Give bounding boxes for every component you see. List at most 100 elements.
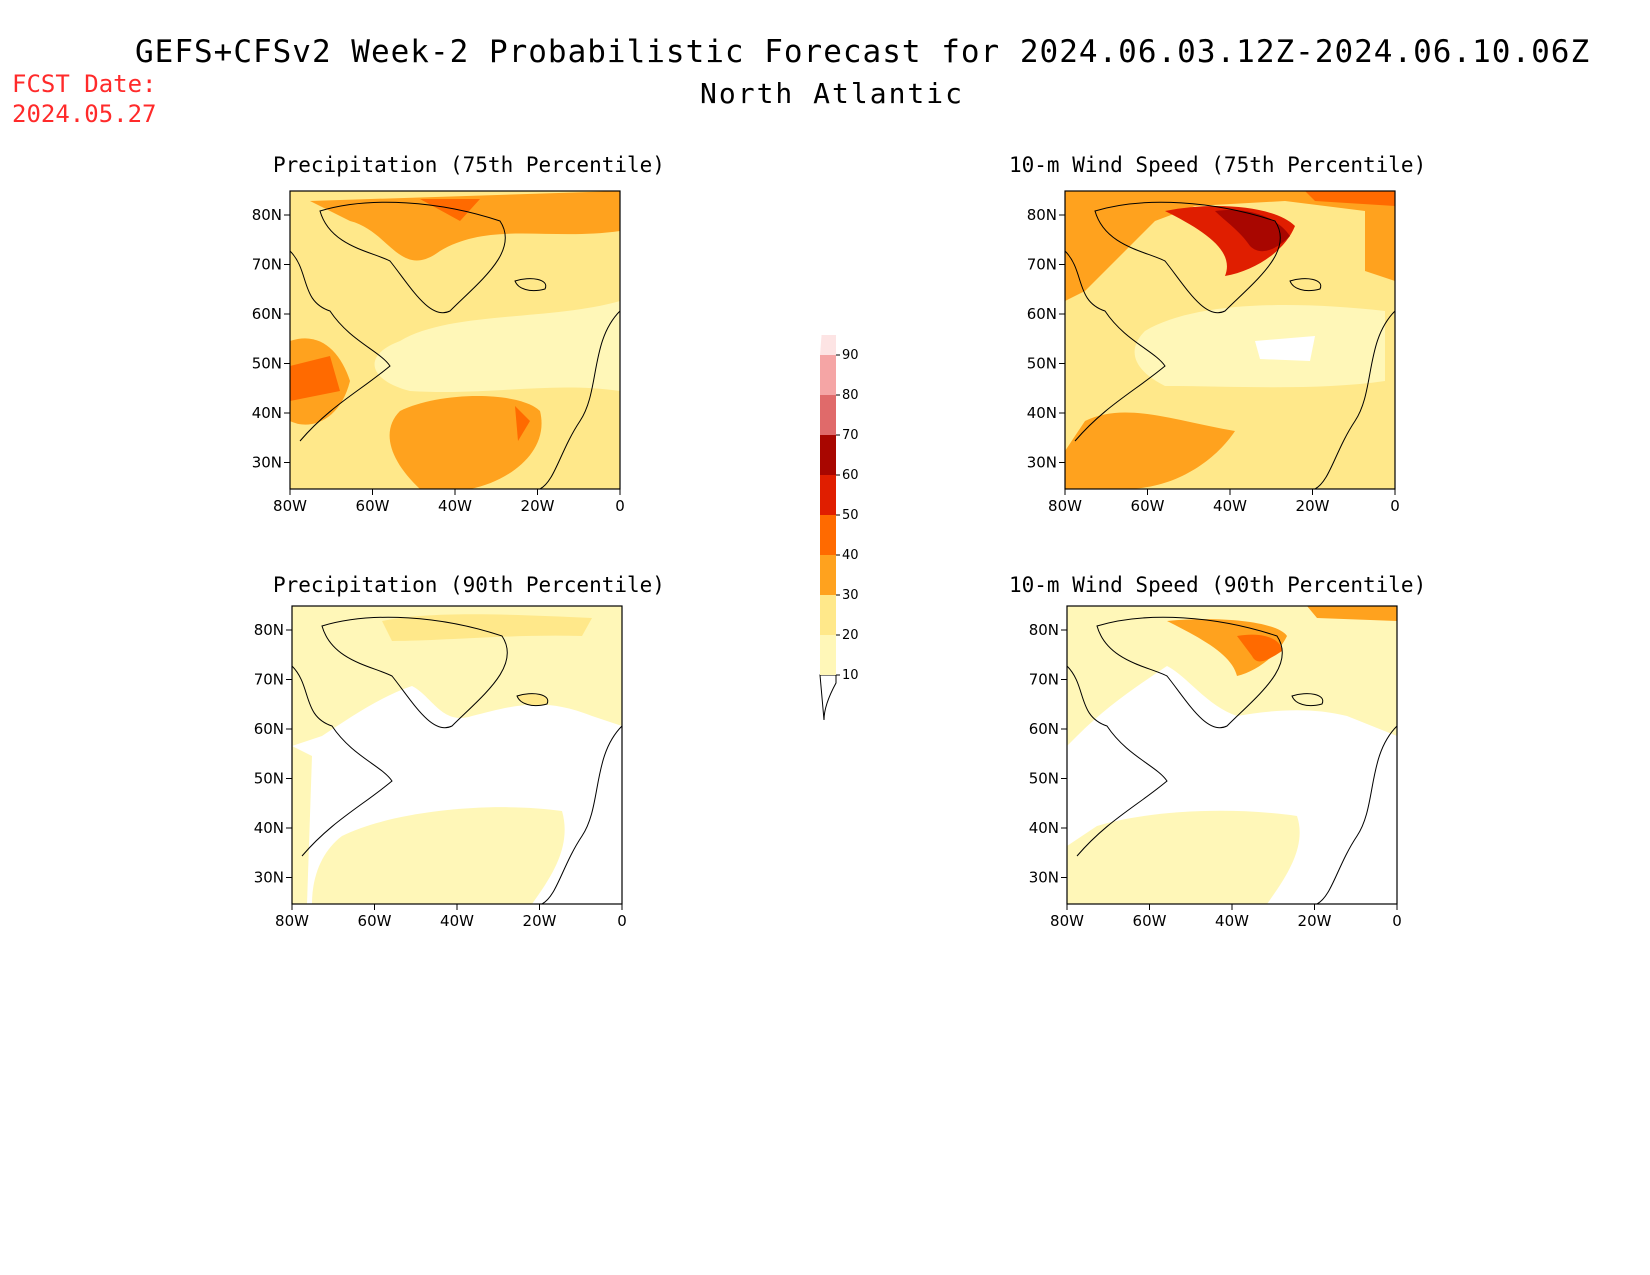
lon-tick-label: 0	[1392, 912, 1402, 930]
lat-tick-label: 60N	[252, 305, 282, 323]
lat-tick-label: 60N	[254, 720, 284, 738]
lon-tick-label: 60W	[1131, 497, 1165, 515]
contour-mid-prob	[1307, 606, 1397, 621]
contour-high-prob	[420, 199, 480, 221]
coastline-greenland	[1094, 201, 1281, 314]
colorbar-swatch	[820, 555, 836, 595]
lat-tick-label: 60N	[1029, 720, 1059, 738]
lon-tick-label: 80W	[273, 497, 307, 515]
colorbar-label: 20	[842, 628, 859, 643]
panel-title-precip-75: Precipitation (75th Percentile)	[273, 153, 665, 177]
lat-tick-label: 40N	[1027, 404, 1057, 422]
contour-high-prob	[1237, 634, 1282, 662]
lon-axis: 80W 60W 40W 20W 0	[1048, 489, 1400, 515]
lon-axis: 80W 60W 40W 20W 0	[1050, 904, 1402, 930]
lon-axis: 80W 60W 40W 20W 0	[275, 904, 627, 930]
colorbar-label: 10	[842, 668, 859, 683]
contour-low-prob	[312, 807, 565, 904]
contour-mid-prob	[389, 396, 542, 489]
coastline-north-america	[289, 250, 391, 442]
panel-title-wind-75: 10-m Wind Speed (75th Percentile)	[1009, 153, 1427, 177]
lon-tick-label: 40W	[438, 497, 472, 515]
coastline-greenland	[319, 201, 506, 314]
colorbar-label: 30	[842, 588, 859, 603]
lat-tick-label: 30N	[1029, 869, 1059, 887]
lat-tick-label: 70N	[254, 671, 284, 689]
lat-tick-label: 50N	[1029, 770, 1059, 788]
colorbar-swatch	[820, 335, 836, 355]
contour-high-prob	[290, 356, 340, 401]
colorbar-swatch	[820, 595, 836, 635]
lat-tick-label: 70N	[1029, 671, 1059, 689]
colorbar-label: 50	[842, 508, 859, 523]
lon-tick-label: 0	[617, 912, 627, 930]
lat-tick-label: 30N	[252, 454, 282, 472]
lon-tick-label: 60W	[358, 912, 392, 930]
lon-axis: 80W 60W 40W 20W 0	[273, 489, 625, 515]
colorbar: 10 20 30 40 50 60 70 80 90	[819, 335, 859, 721]
lat-tick-label: 80N	[254, 621, 284, 639]
lat-axis: 80N 70N 60N 50N 40N 30N	[252, 206, 290, 472]
lat-tick-label: 70N	[252, 256, 282, 274]
region-subtitle: North Atlantic	[700, 77, 965, 110]
contour-mid-prob	[382, 614, 592, 641]
map-precip-90: 80N 70N 60N 50N 40N 30N 80W 60W 40W 20W 0	[254, 605, 627, 930]
coastline-europe-africa	[539, 310, 621, 490]
contour-below-min	[1255, 336, 1315, 361]
contour-very-high-prob	[1215, 210, 1290, 252]
contour-low-prob	[1067, 606, 1397, 746]
lat-tick-label: 40N	[1029, 819, 1059, 837]
lon-tick-label: 60W	[356, 497, 390, 515]
colorbar-label: 40	[842, 548, 859, 563]
lat-tick-label: 80N	[1029, 621, 1059, 639]
contour-mid-prob	[310, 191, 620, 261]
lon-tick-label: 80W	[1050, 912, 1084, 930]
coastline-greenland	[321, 616, 508, 729]
colorbar-swatch	[820, 635, 836, 675]
lon-tick-label: 40W	[440, 912, 474, 930]
lon-tick-label: 20W	[1298, 912, 1332, 930]
lat-axis: 80N 70N 60N 50N 40N 30N	[1029, 621, 1067, 887]
lon-tick-label: 80W	[1048, 497, 1082, 515]
lon-tick-label: 20W	[523, 912, 557, 930]
coastline-iceland	[1291, 693, 1324, 707]
lat-tick-label: 30N	[254, 869, 284, 887]
lon-tick-label: 0	[615, 497, 625, 515]
colorbar-label: 70	[842, 428, 859, 443]
main-title: GEFS+CFSv2 Week-2 Probabilistic Forecast…	[135, 34, 1591, 70]
lat-tick-label: 60N	[1027, 305, 1057, 323]
lon-tick-label: 40W	[1215, 912, 1249, 930]
coastline-europe-africa	[1314, 310, 1396, 490]
lat-tick-label: 50N	[1027, 355, 1057, 373]
map-precip-75: 80N 70N 60N 50N 40N 30N 80W 60W 40W 20W 0	[252, 190, 625, 515]
lon-tick-label: 40W	[1213, 497, 1247, 515]
lat-tick-label: 50N	[252, 355, 282, 373]
map-wind-90: 80N 70N 60N 50N 40N 30N 80W 60W 40W 20W 0	[1029, 605, 1402, 930]
map-wind-75: 80N 70N 60N 50N 40N 30N 80W 60W 40W 20W 0	[1027, 190, 1400, 515]
contour-low-prob	[374, 301, 620, 393]
lat-axis: 80N 70N 60N 50N 40N 30N	[1027, 206, 1065, 472]
colorbar-label: 90	[842, 348, 859, 363]
contour-mid-prob	[1065, 412, 1235, 489]
contour-high-prob	[515, 406, 530, 441]
lat-axis: 80N 70N 60N 50N 40N 30N	[254, 621, 292, 887]
lon-tick-label: 0	[1390, 497, 1400, 515]
lat-tick-label: 40N	[254, 819, 284, 837]
lon-tick-label: 20W	[1296, 497, 1330, 515]
colorbar-swatch	[820, 435, 836, 475]
fcst-date-value: 2024.05.27	[12, 100, 157, 128]
contour-high-prob	[1305, 191, 1395, 206]
lat-tick-label: 80N	[1027, 206, 1057, 224]
lon-tick-label: 60W	[1133, 912, 1167, 930]
coastline-north-america	[1064, 250, 1166, 442]
lat-tick-label: 80N	[252, 206, 282, 224]
lat-tick-label: 30N	[1027, 454, 1057, 472]
coastline-iceland	[1289, 278, 1322, 292]
contour-mid-prob	[1065, 191, 1395, 301]
lat-tick-label: 40N	[252, 404, 282, 422]
lat-tick-label: 70N	[1027, 256, 1057, 274]
coastline-greenland	[1096, 616, 1283, 729]
coastline-iceland	[514, 278, 547, 292]
colorbar-label: 60	[842, 468, 859, 483]
contour-low-prob	[292, 746, 312, 904]
